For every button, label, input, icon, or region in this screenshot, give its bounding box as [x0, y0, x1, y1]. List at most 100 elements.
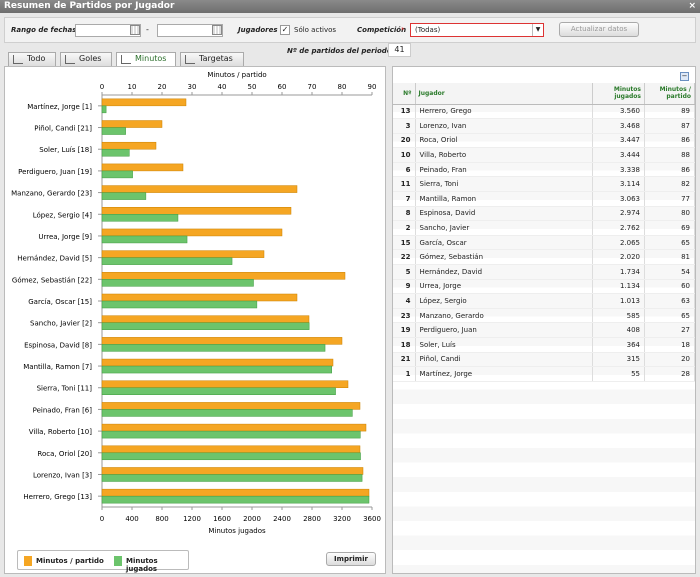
date-separator: -	[146, 25, 149, 34]
category-label: Urrea, Jorge [9]	[38, 233, 92, 241]
row-minutos-partido: 20	[644, 352, 695, 368]
row-jugador: Perdiguero, Juan	[415, 322, 593, 338]
row-minutos-partido: 63	[644, 293, 695, 309]
table-row[interactable]: 13 Herrero, Grego 3.560 89	[393, 104, 695, 120]
table-panel: − Nº Jugador Minutos jugados Minutos / p…	[392, 66, 696, 574]
bar-minutos-jugados	[101, 105, 107, 114]
category-label: Roca, Oriol [20]	[37, 450, 92, 458]
row-jugador: Soler, Luís	[415, 337, 593, 353]
required-marker: *	[401, 26, 405, 34]
col-minutos-jugados-header[interactable]: Minutos jugados	[592, 83, 645, 105]
table-header: Nº Jugador Minutos jugados Minutos / par…	[393, 83, 695, 105]
bar-minutos-jugados	[101, 474, 363, 482]
tab-targetas[interactable]: Targetas	[180, 52, 244, 66]
col-jugador-header[interactable]: Jugador	[415, 83, 593, 105]
competicion-label: Competición	[357, 26, 407, 34]
bar-minutos-jugados	[101, 430, 361, 439]
tab-goles[interactable]: Goles	[60, 52, 112, 66]
chevron-down-icon[interactable]: ▼	[532, 24, 543, 36]
table-row[interactable]: 7 Mantilla, Ramon 3.063 77	[393, 191, 695, 207]
category-label: Soler, Luís [18]	[39, 146, 92, 154]
table-row[interactable]: 21 Piñol, Candi 315 20	[393, 352, 695, 368]
competicion-select[interactable]: (Todas) ▼	[410, 23, 544, 37]
actualizar-datos-button[interactable]: Actualizar datos	[559, 22, 639, 37]
table-row[interactable]: 23 Manzano, Gerardo 585 65	[393, 308, 695, 324]
category-label: Sancho, Javier [2]	[30, 320, 92, 328]
bar-minutos-partido	[101, 467, 364, 475]
row-minutos-jugados: 3.114	[592, 176, 645, 193]
category-label: Peinado, Fran [6]	[33, 406, 93, 414]
bar-minutos-partido	[101, 423, 367, 432]
solo-activos-checkbox[interactable]: ✓	[280, 25, 290, 35]
table-row[interactable]: 6 Peinado, Fran 3.338 86	[393, 162, 695, 178]
bottom-tick-label: 3600	[363, 515, 381, 523]
table-row[interactable]: 3 Lorenzo, Ivan 3.468 87	[393, 118, 695, 134]
collapse-icon[interactable]: −	[680, 72, 689, 81]
table-row[interactable]: 22 Gómez, Sebastián 2.020 81	[393, 249, 695, 266]
top-tick-label: 80	[338, 83, 347, 91]
row-minutos-partido: 86	[644, 162, 695, 178]
tab-minutos[interactable]: Minutos	[116, 52, 176, 66]
table-row[interactable]: 11 Sierra, Toni 3.114 82	[393, 176, 695, 193]
bar-minutos-partido	[101, 207, 292, 215]
table-row[interactable]: 18 Soler, Luís 364 18	[393, 337, 695, 353]
bar-minutos-partido	[101, 272, 346, 280]
calendar-to-icon[interactable]	[212, 25, 222, 35]
table-row[interactable]: 1 Martínez, Jorge 55 28	[393, 366, 695, 382]
bar-minutos-partido	[101, 358, 334, 367]
row-num: 22	[393, 249, 416, 266]
bottom-tick-label: 1600	[213, 515, 231, 523]
competicion-value: (Todas)	[415, 26, 441, 34]
rango-fechas-label: Rango de fechas	[11, 26, 77, 34]
bar-minutos-partido	[101, 163, 184, 172]
date-to-input[interactable]	[157, 24, 223, 37]
table-row[interactable]: 19 Perdiguero, Juan 408 27	[393, 322, 695, 338]
date-from-input[interactable]	[75, 24, 141, 37]
top-tick-label: 20	[158, 83, 167, 91]
row-num: 2	[393, 220, 416, 236]
close-icon[interactable]: ×	[688, 1, 696, 11]
row-minutos-partido: 88	[644, 147, 695, 163]
category-label: Espinosa, David [8]	[24, 341, 92, 349]
top-tick-label: 10	[128, 83, 137, 91]
row-jugador: Hernández, David	[415, 264, 593, 280]
row-minutos-jugados: 3.560	[592, 104, 645, 120]
top-tick-label: 50	[248, 83, 257, 91]
category-label: Hernández, David [5]	[17, 255, 92, 263]
num-partidos-label: Nº de partidos del periodo	[287, 47, 392, 55]
chart-legend: Minutos / partido Minutos jugados	[17, 550, 189, 573]
row-minutos-jugados: 364	[592, 337, 645, 353]
top-axis-label: Minutos / partido	[207, 71, 266, 79]
bar-minutos-jugados	[101, 279, 254, 287]
table-row[interactable]: 9 Urrea, Jorge 1.134 60	[393, 279, 695, 295]
table-row[interactable]: 5 Hernández, David 1.734 54	[393, 264, 695, 280]
row-jugador: Peinado, Fran	[415, 162, 593, 178]
bar-minutos-partido	[101, 293, 298, 302]
row-jugador: García, Oscar	[415, 235, 593, 251]
row-minutos-jugados: 3.063	[592, 191, 645, 207]
row-minutos-partido: 87	[644, 118, 695, 134]
bottom-axis-label: Minutos jugados	[208, 527, 266, 535]
bar-minutos-jugados	[101, 322, 310, 330]
category-label: Martínez, Jorge [1]	[27, 103, 92, 111]
category-label: Perdiguero, Juan [19]	[18, 168, 92, 176]
solo-activos-label: Sólo activos	[294, 26, 337, 34]
tab-todo[interactable]: Todo	[8, 52, 56, 66]
top-tick-label: 70	[308, 83, 317, 91]
col-minutos-partido-header[interactable]: Minutos / partido	[644, 83, 695, 105]
calendar-from-icon[interactable]	[130, 25, 140, 35]
table-row[interactable]: 4 López, Sergio 1.013 63	[393, 293, 695, 309]
bar-minutos-jugados	[101, 300, 258, 309]
bar-minutos-partido	[101, 141, 157, 150]
table-row[interactable]: 15 García, Oscar 2.065 65	[393, 235, 695, 251]
table-row[interactable]: 2 Sancho, Javier 2.762 69	[393, 220, 695, 236]
bar-minutos-jugados	[101, 214, 179, 222]
row-minutos-partido: 60	[644, 279, 695, 295]
row-jugador: López, Sergio	[415, 293, 593, 309]
col-num-header[interactable]: Nº	[393, 83, 416, 105]
table-row[interactable]: 10 Villa, Roberto 3.444 88	[393, 147, 695, 163]
table-row[interactable]: 20 Roca, Oriol 3.447 86	[393, 133, 695, 149]
table-row[interactable]: 8 Espinosa, David 2.974 80	[393, 206, 695, 222]
row-jugador: Martínez, Jorge	[415, 366, 593, 382]
imprimir-button[interactable]: Imprimir	[326, 552, 376, 566]
